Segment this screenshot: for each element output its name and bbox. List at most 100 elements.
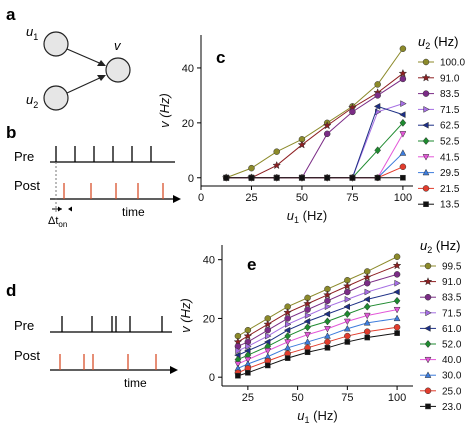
data-point-52.5	[399, 118, 407, 127]
legend-marker-21.5	[422, 185, 430, 192]
pre-label: Pre	[14, 149, 34, 164]
data-point-23.0	[344, 339, 351, 345]
data-point-23.0	[264, 362, 271, 369]
node-u1-label: u1	[26, 24, 38, 42]
data-point-13.5	[299, 174, 305, 181]
legend-label-91.0: 91.0	[442, 277, 462, 288]
x-tick-label: 75	[346, 192, 358, 204]
legend-label-83.5: 83.5	[440, 89, 460, 100]
legend-marker-25.0	[424, 387, 432, 395]
post-spike-train-d	[59, 354, 157, 370]
data-point-83.5	[374, 92, 381, 99]
arrowhead-u2	[97, 75, 106, 81]
x-tick-label: 25	[242, 392, 254, 404]
data-point-62.5	[399, 111, 406, 119]
panel-b-label: b	[6, 123, 16, 142]
input-neuron-u2	[43, 85, 69, 111]
data-point-71.5	[344, 295, 352, 303]
pre-spike-train-d	[61, 316, 163, 332]
legend-label-41.5: 41.5	[440, 152, 460, 163]
data-point-83.5	[349, 108, 356, 116]
legend-label-52.5: 52.5	[440, 137, 460, 148]
legend-marker-61.0	[424, 324, 431, 332]
legend-label-25.0: 25.0	[442, 386, 462, 397]
data-point-83.5	[284, 315, 291, 322]
data-point-13.5	[349, 174, 356, 181]
legend-label-13.5: 13.5	[440, 200, 460, 211]
x-tick-label: 75	[341, 392, 353, 404]
y-tick-label: 0	[209, 372, 215, 384]
data-point-52.0	[284, 332, 291, 341]
data-point-29.5	[399, 149, 407, 156]
data-point-61.0	[343, 303, 350, 311]
data-point-23.0	[304, 349, 311, 356]
data-point-83.5	[264, 326, 272, 334]
data-point-23.0	[245, 369, 251, 376]
legend-marker-100.0	[422, 58, 430, 66]
data-point-91.0	[323, 290, 332, 299]
data-point-83.5	[304, 306, 311, 313]
legend-marker-13.5	[423, 201, 429, 207]
x-axis-label: u1 (Hz)	[287, 208, 327, 225]
data-point-13.5	[400, 174, 406, 181]
legend-marker-30.0	[424, 371, 432, 378]
data-point-25.0	[363, 328, 371, 335]
legend-label-61.0: 61.0	[442, 324, 462, 335]
data-point-52.0	[363, 302, 371, 311]
legend-title: u2 (Hz)	[418, 34, 458, 51]
data-point-61.0	[393, 288, 400, 296]
data-point-61.0	[323, 310, 331, 318]
data-point-100.0	[374, 81, 381, 88]
data-point-13.5	[324, 174, 330, 181]
legend-marker-52.5	[422, 137, 430, 145]
data-point-25.0	[324, 338, 331, 346]
node-v-label: v	[114, 38, 122, 53]
series-line-91.0	[226, 73, 404, 179]
data-point-30.0	[324, 332, 331, 339]
data-point-100.0	[248, 164, 255, 172]
legend-marker-91.0	[423, 276, 433, 286]
panel-a: a u1 u2 v	[6, 5, 131, 111]
time-label-b: time	[122, 205, 145, 219]
data-point-71.5	[394, 279, 401, 287]
chart-c: c 0 25 50 75 100 0 20 40 u1 (Hz) v (Hz) u2 (Hz) 100.…	[157, 34, 465, 225]
data-point-91.0	[342, 281, 352, 290]
data-point-52.0	[324, 317, 331, 326]
data-point-52.0	[393, 296, 401, 305]
y-tick-label: 0	[188, 173, 194, 185]
legend-label-52.0: 52.0	[442, 340, 462, 351]
data-point-61.0	[283, 326, 291, 334]
legend-marker-99.5	[424, 262, 432, 270]
data-point-52.0	[344, 310, 351, 319]
y-tick-label: 40	[182, 63, 194, 75]
post-label-d: Post	[14, 348, 40, 363]
panel-e-label: e	[247, 255, 256, 274]
data-point-23.0	[324, 345, 331, 351]
data-point-61.0	[303, 317, 311, 325]
data-point-40.0	[363, 312, 371, 320]
data-point-13.5	[223, 174, 230, 181]
data-point-13.5	[273, 174, 280, 181]
data-point-40.0	[244, 356, 252, 364]
legend-marker-91.0	[421, 73, 431, 82]
delta-t-arrowhead-right	[58, 206, 62, 212]
legend-label-62.5: 62.5	[440, 121, 460, 132]
legend-marker-40.0	[424, 356, 432, 364]
data-point-83.5	[344, 288, 351, 296]
legend-marker-41.5	[422, 154, 430, 161]
legend-label-91.0: 91.0	[440, 73, 460, 84]
delta-t-on-label: Δton	[48, 215, 67, 229]
panel-c-label: c	[216, 48, 225, 67]
data-point-83.5	[363, 279, 371, 287]
y-axis-label: v (Hz)	[157, 93, 172, 128]
series-line-30.0	[237, 317, 398, 369]
input-neuron-u1	[43, 31, 69, 57]
series-line-61.0	[237, 291, 398, 356]
legend-label-71.5: 71.5	[440, 105, 460, 116]
legend-marker-83.5	[422, 90, 430, 97]
data-point-91.0	[283, 307, 293, 317]
data-point-83.5	[323, 130, 331, 138]
data-point-71.5	[364, 288, 372, 296]
series-line-100.0	[226, 48, 404, 179]
data-point-25.0	[344, 332, 351, 340]
